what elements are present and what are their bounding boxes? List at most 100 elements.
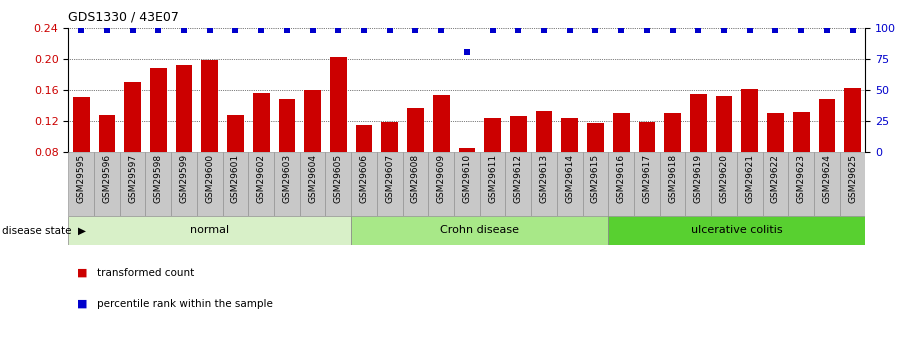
Bar xyxy=(73,97,89,214)
Text: GSM29621: GSM29621 xyxy=(745,154,754,203)
Bar xyxy=(458,148,476,214)
Point xyxy=(793,27,808,33)
Bar xyxy=(485,118,501,214)
Bar xyxy=(506,152,531,216)
Bar xyxy=(330,57,347,214)
Point xyxy=(511,27,526,33)
Point xyxy=(408,27,423,33)
Bar xyxy=(249,152,274,216)
Text: GSM29610: GSM29610 xyxy=(463,154,471,203)
Bar xyxy=(351,216,609,245)
Point xyxy=(126,27,140,33)
Bar xyxy=(536,111,552,214)
Bar xyxy=(767,113,783,214)
Text: GSM29615: GSM29615 xyxy=(591,154,600,203)
Text: disease state  ▶: disease state ▶ xyxy=(2,225,86,235)
Point xyxy=(742,27,757,33)
Text: GSM29595: GSM29595 xyxy=(77,154,86,203)
Bar xyxy=(690,93,707,214)
Point xyxy=(665,27,680,33)
Text: normal: normal xyxy=(190,225,230,235)
Point xyxy=(151,27,166,33)
Bar xyxy=(660,152,685,216)
Bar xyxy=(737,152,763,216)
Bar xyxy=(94,152,119,216)
Point xyxy=(768,27,783,33)
Bar xyxy=(531,152,557,216)
Text: GSM29601: GSM29601 xyxy=(231,154,240,203)
Bar xyxy=(480,152,506,216)
Text: GSM29606: GSM29606 xyxy=(360,154,369,203)
Bar xyxy=(609,152,634,216)
Bar xyxy=(300,152,325,216)
Point xyxy=(717,27,732,33)
Bar xyxy=(428,152,454,216)
Bar xyxy=(68,152,94,216)
Text: GSM29599: GSM29599 xyxy=(179,154,189,203)
Point xyxy=(845,27,860,33)
Bar xyxy=(788,152,814,216)
Bar xyxy=(818,99,835,214)
Point xyxy=(74,27,88,33)
Text: GSM29622: GSM29622 xyxy=(771,154,780,203)
Point xyxy=(331,27,345,33)
Text: GSM29603: GSM29603 xyxy=(282,154,292,203)
Bar xyxy=(407,108,424,214)
Bar xyxy=(150,68,167,214)
Bar xyxy=(557,152,583,216)
Text: GSM29623: GSM29623 xyxy=(796,154,805,203)
Text: GSM29611: GSM29611 xyxy=(488,154,497,203)
Point xyxy=(640,27,654,33)
Bar xyxy=(253,93,270,214)
Point xyxy=(614,27,629,33)
Bar xyxy=(222,152,249,216)
Bar xyxy=(664,113,681,214)
Point xyxy=(691,27,706,33)
Bar xyxy=(351,152,377,216)
Bar xyxy=(587,123,604,214)
Bar xyxy=(304,90,321,214)
Point xyxy=(99,27,114,33)
Bar xyxy=(844,88,861,214)
Text: GSM29604: GSM29604 xyxy=(308,154,317,203)
Bar xyxy=(227,115,244,214)
Bar xyxy=(639,122,655,214)
Point xyxy=(254,27,269,33)
Bar xyxy=(609,216,865,245)
Point xyxy=(202,27,217,33)
Text: GSM29609: GSM29609 xyxy=(436,154,445,203)
Bar xyxy=(279,99,295,214)
Bar xyxy=(510,116,527,214)
Bar xyxy=(98,115,116,214)
Point xyxy=(537,27,551,33)
Bar xyxy=(201,60,218,214)
Point xyxy=(486,27,500,33)
Bar xyxy=(711,152,737,216)
Text: GSM29620: GSM29620 xyxy=(720,154,729,203)
Bar xyxy=(274,152,300,216)
Point xyxy=(434,27,448,33)
Text: GSM29600: GSM29600 xyxy=(205,154,214,203)
Text: GSM29613: GSM29613 xyxy=(539,154,548,203)
Text: percentile rank within the sample: percentile rank within the sample xyxy=(97,299,273,308)
Text: ■: ■ xyxy=(77,268,88,277)
Point xyxy=(357,27,372,33)
Bar xyxy=(325,152,351,216)
Text: GSM29608: GSM29608 xyxy=(411,154,420,203)
Text: Crohn disease: Crohn disease xyxy=(440,225,519,235)
Bar xyxy=(793,112,810,214)
Bar xyxy=(146,152,171,216)
Bar xyxy=(176,65,192,214)
Point xyxy=(459,50,474,55)
Bar xyxy=(763,152,788,216)
Bar xyxy=(634,152,660,216)
Text: GSM29602: GSM29602 xyxy=(257,154,266,203)
Text: GSM29612: GSM29612 xyxy=(514,154,523,203)
Point xyxy=(280,27,294,33)
Bar xyxy=(583,152,609,216)
Bar xyxy=(840,152,865,216)
Bar xyxy=(197,152,222,216)
Point xyxy=(228,27,242,33)
Bar xyxy=(382,121,398,214)
Text: GSM29625: GSM29625 xyxy=(848,154,857,203)
